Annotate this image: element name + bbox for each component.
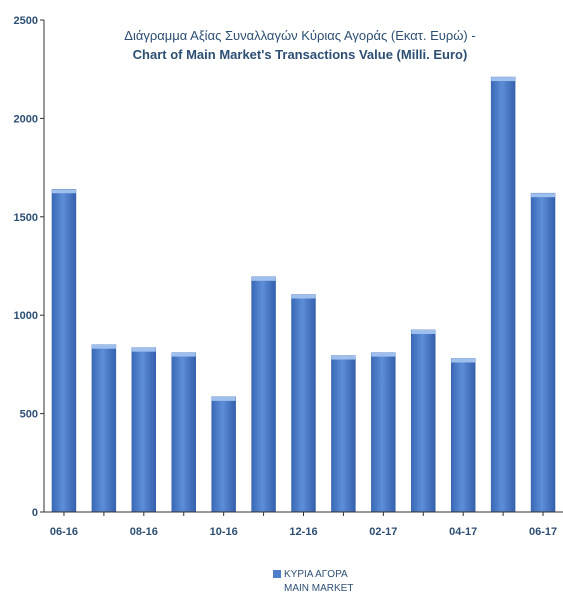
bar-06-16 [51,188,77,513]
x-tick-label: 10-16 [210,526,238,538]
bar-cap-07-16 [91,344,116,349]
bar-06-17 [530,192,556,513]
x-tick-label: 08-16 [130,526,158,538]
bar-cap-01-17 [331,355,356,360]
y-tick-label: 1000 [14,310,38,322]
bar-11-16 [251,276,276,513]
legend-swatch [273,570,281,579]
bar-05-17 [490,76,516,513]
bar-cap-04-17 [451,358,476,363]
bar-cap-03-17 [411,329,436,334]
bar-cap-06-17 [531,193,556,198]
bar-cap-08-16 [131,347,156,352]
y-tick-label: 500 [20,409,38,421]
y-tick-label: 0 [32,507,38,519]
x-tick-label: 12-16 [289,526,317,538]
legend-label-greek: ΚΥΡΙΑ ΑΓΟΡΑ [284,569,348,580]
bar-03-17 [411,329,436,513]
bars-group [51,76,556,513]
legend-label-english: MAIN MARKET [284,583,354,594]
bar-cap-12-16 [291,294,316,299]
bar-01-17 [331,355,356,513]
bar-cap-09-16 [171,352,196,357]
bar-cap-02-17 [371,352,396,357]
chart-title-english: Chart of Main Market's Transactions Valu… [132,47,468,62]
bar-09-16 [171,352,196,513]
bar-10-16 [211,396,236,513]
bar-cap-06-16 [51,189,76,194]
axes-group: 0 500 1000 1500 2000 2500 06-16 08-16 10-16 12-16… [14,15,563,538]
y-tick-label: 1500 [14,212,38,224]
chart-title-greek: Διάγραμμα Αξίας Συναλλαγών Κύριας Αγοράς… [124,28,476,43]
y-tick-label: 2000 [14,113,38,125]
bar-04-17 [450,358,476,513]
bar-08-16 [131,347,157,513]
bar-cap-10-16 [211,396,236,401]
bar-07-16 [91,344,117,513]
legend: ΚΥΡΙΑ ΑΓΟΡΑ MAIN MARKET [273,568,353,596]
bar-cap-05-17 [491,77,516,82]
x-tick-label: 06-16 [50,526,78,538]
bar-cap-11-16 [251,276,276,281]
y-tick-label: 2500 [14,15,38,27]
bar-02-17 [371,352,396,513]
bar-12-16 [291,294,316,513]
x-tick-label: 06-17 [529,526,557,538]
x-tick-label: 02-17 [369,526,397,538]
x-tick-label: 04-17 [449,526,477,538]
